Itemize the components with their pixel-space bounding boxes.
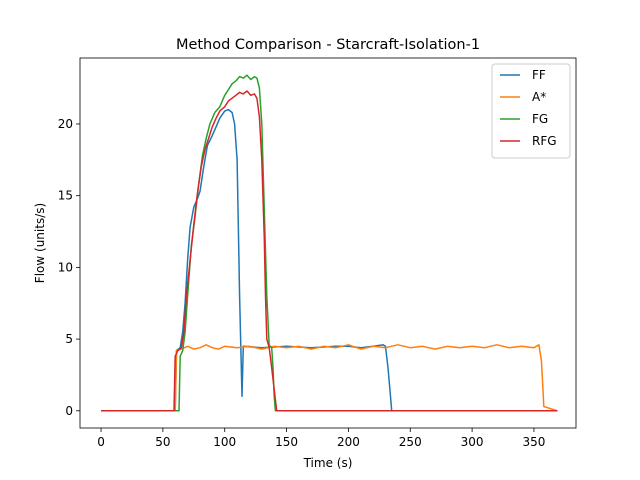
chart-title: Method Comparison - Starcraft-Isolation-… bbox=[176, 37, 480, 53]
x-axis: 0 50 100 150 200 250 300 350 bbox=[97, 428, 545, 449]
x-tick-label: 100 bbox=[213, 435, 236, 449]
y-tick-label: 0 bbox=[65, 404, 73, 418]
legend-label: RFG bbox=[532, 134, 557, 148]
legend-label: FF bbox=[532, 68, 546, 82]
y-axis: 0 5 10 15 20 bbox=[58, 117, 80, 418]
series-line-rfg bbox=[101, 90, 558, 412]
y-tick-label: 20 bbox=[58, 117, 73, 131]
y-tick-label: 10 bbox=[58, 260, 73, 274]
y-tick-label: 5 bbox=[65, 332, 73, 346]
series-line-a-star bbox=[101, 344, 558, 412]
x-tick-label: 250 bbox=[399, 435, 422, 449]
x-tick-label: 0 bbox=[97, 435, 105, 449]
x-tick-label: 350 bbox=[522, 435, 545, 449]
legend: FF A* FG RFG bbox=[491, 63, 571, 159]
legend-label: FG bbox=[532, 112, 548, 126]
x-axis-label: Time (s) bbox=[303, 456, 353, 470]
series-layer bbox=[101, 74, 558, 412]
x-tick-label: 150 bbox=[275, 435, 298, 449]
y-axis-label: Flow (units/s) bbox=[33, 203, 47, 283]
plot-frame bbox=[79, 57, 577, 429]
legend-box bbox=[491, 63, 571, 159]
x-tick-label: 50 bbox=[155, 435, 170, 449]
legend-label: A* bbox=[532, 90, 546, 104]
x-tick-label: 200 bbox=[337, 435, 360, 449]
y-tick-label: 15 bbox=[58, 189, 73, 203]
x-tick-label: 300 bbox=[461, 435, 484, 449]
